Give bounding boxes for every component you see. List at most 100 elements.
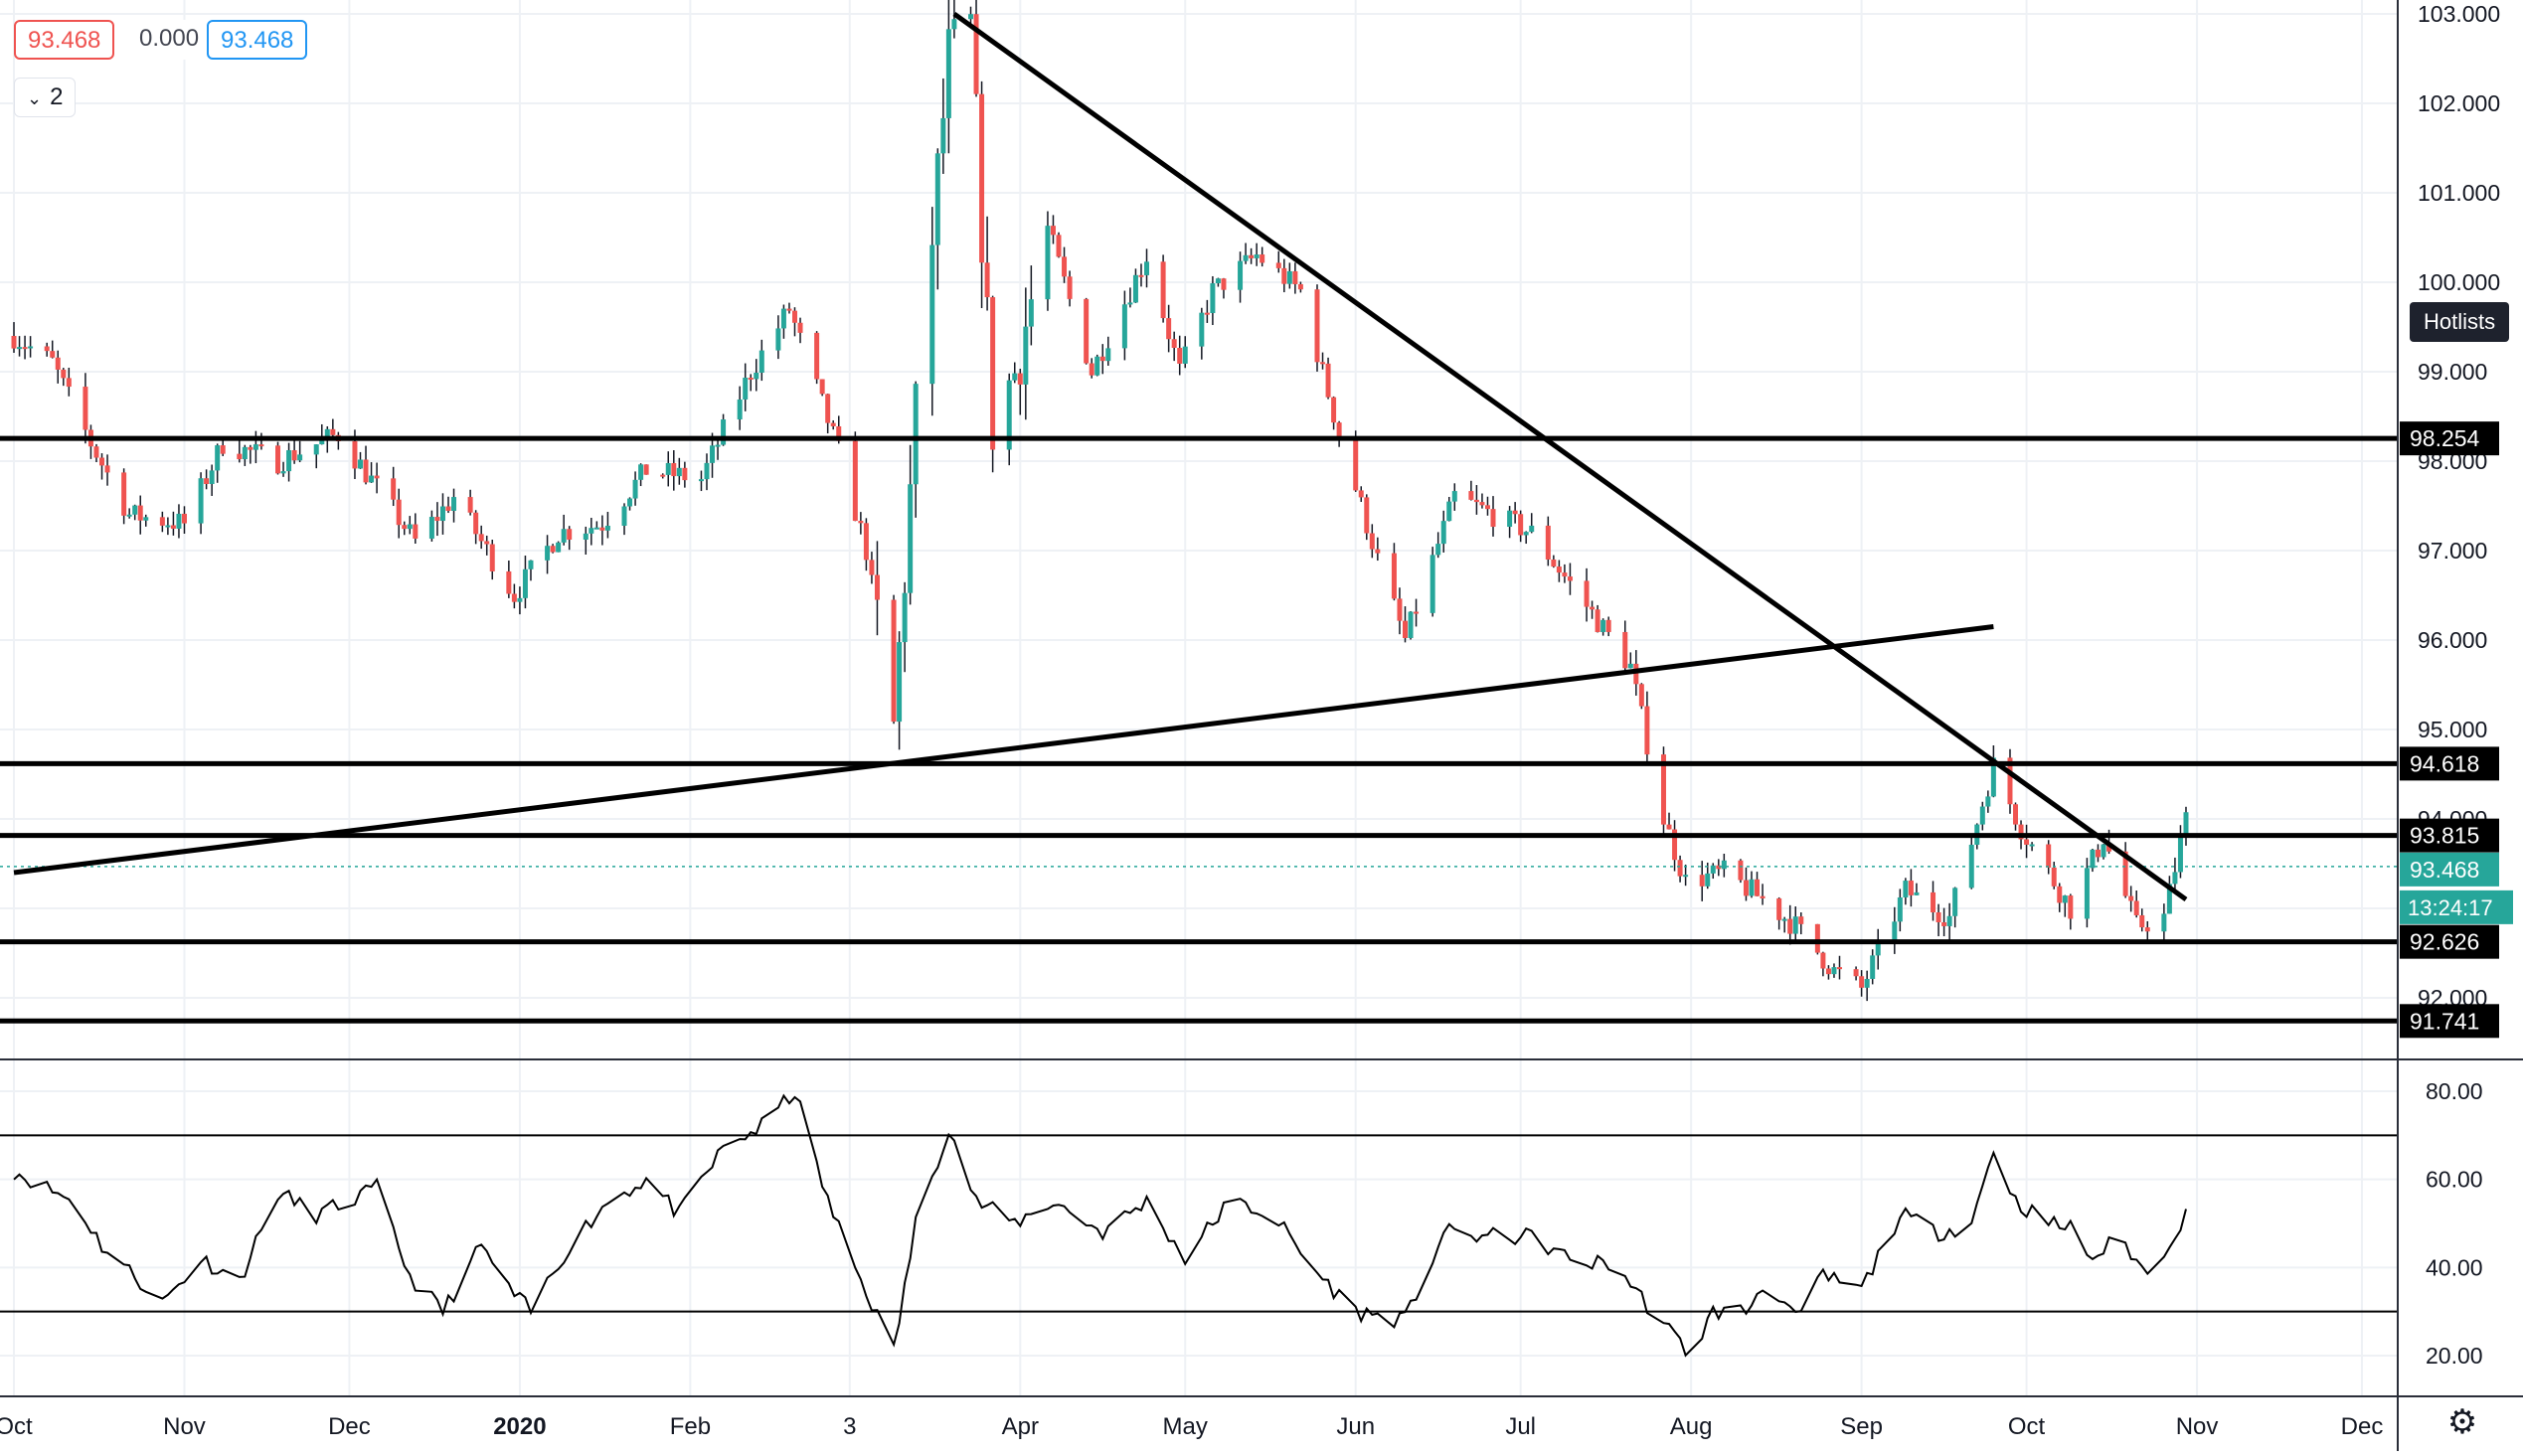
candle-body	[589, 528, 594, 534]
candle-body	[61, 369, 67, 379]
time-axis-label: 2020	[493, 1413, 546, 1440]
countdown-tag: 13:24:17	[2408, 895, 2493, 920]
price-axis-label: 99.000	[2418, 359, 2487, 385]
candle-body	[1870, 955, 1876, 979]
candle-body	[478, 534, 484, 542]
candle-body	[1479, 502, 1485, 506]
last-price-tag: 93.468	[2410, 857, 2479, 883]
candle-body	[814, 332, 820, 380]
candle-body	[825, 394, 831, 423]
candle-body	[1028, 299, 1034, 327]
candle-body	[165, 525, 171, 528]
candle-body	[1435, 544, 1441, 556]
candle-body	[797, 322, 803, 333]
candle-body	[1067, 276, 1073, 299]
indicators-collapse-button[interactable]: ⌄ 2	[14, 78, 77, 117]
candle-body	[407, 524, 413, 530]
trendline-ascending[interactable]	[13, 624, 1994, 876]
candle-body	[1738, 860, 1744, 881]
candle-body	[1314, 289, 1320, 363]
candle-body	[1045, 226, 1051, 300]
candle-body	[363, 459, 369, 483]
candle-body	[1523, 532, 1529, 536]
open-price-badge: 93.468	[14, 20, 115, 60]
rsi-axis-label: 20.00	[2426, 1343, 2483, 1369]
candle-body	[1056, 235, 1062, 257]
candle-body	[2122, 851, 2128, 896]
candle-body	[1908, 881, 1914, 895]
candle-body	[2095, 849, 2101, 858]
candle-body	[391, 478, 397, 500]
candle-body	[237, 453, 243, 460]
candle-body	[721, 419, 727, 445]
time-axis-label: Dec	[2341, 1413, 2384, 1440]
candle-body	[396, 499, 402, 526]
candle-body	[973, 14, 979, 94]
candle-body	[1391, 553, 1397, 599]
rsi-axis-label: 80.00	[2426, 1078, 2483, 1104]
candle-body	[357, 459, 363, 469]
candle-body	[1336, 422, 1342, 438]
candle-body	[413, 524, 419, 539]
candle-body	[1798, 916, 1804, 924]
candle-body	[913, 384, 919, 485]
candle-body	[1990, 757, 1996, 797]
level-price-tag-bg	[2400, 421, 2499, 456]
candle-body	[1985, 796, 1991, 807]
candle-body	[737, 399, 743, 420]
candle-body	[1238, 260, 1244, 290]
candle-body	[1473, 499, 1479, 503]
candle-body	[1451, 491, 1457, 502]
candle-body	[1836, 967, 1842, 970]
candle-body	[44, 346, 50, 352]
candle-body	[698, 479, 704, 482]
candle-body	[1551, 559, 1557, 567]
candle-body	[291, 450, 297, 461]
candle-body	[132, 505, 138, 515]
candle-body	[1358, 490, 1364, 498]
candle-body	[1006, 380, 1012, 450]
candle-body	[1440, 521, 1446, 545]
candle-body	[1864, 978, 1870, 988]
candle-body	[434, 517, 440, 522]
candle-body	[1518, 514, 1524, 536]
candle-body	[869, 560, 875, 575]
candle-body	[2177, 837, 2183, 873]
candle-body	[743, 378, 749, 400]
candle-body	[1138, 274, 1144, 277]
candle-body	[275, 445, 281, 474]
candle-body	[198, 478, 204, 524]
trendlines[interactable]	[13, 11, 2188, 902]
time-axis[interactable]: Oct Nov Dec 2020 Feb 3 Apr May Jun Jul Aug Sep Oct No…	[0, 1413, 2383, 1440]
price-axis-label: 101.000	[2418, 180, 2500, 206]
gear-icon[interactable]: ⚙	[2446, 1403, 2478, 1441]
candle-body	[1677, 860, 1683, 877]
candle-body	[511, 593, 517, 602]
candle-body	[1545, 525, 1551, 560]
candle-body	[1127, 302, 1133, 305]
price-axis-label: 97.000	[2418, 538, 2487, 564]
candle-body	[439, 506, 445, 522]
candle-body	[2013, 804, 2019, 825]
candle-body	[1595, 609, 1600, 632]
hotlists-button[interactable]: Hotlists	[2410, 302, 2510, 342]
candle-body	[330, 428, 336, 435]
candle-body	[506, 570, 512, 594]
candle-body	[1605, 619, 1611, 632]
candle-body	[467, 497, 473, 513]
candle-body	[121, 472, 127, 516]
candle-body	[1468, 491, 1474, 500]
candle-body	[50, 351, 56, 358]
candle-body	[1897, 896, 1903, 922]
time-axis-label: 3	[843, 1413, 856, 1440]
candle-body	[484, 541, 490, 545]
candle-body	[1666, 824, 1672, 830]
candle-body	[2024, 839, 2030, 845]
candle-body	[830, 422, 836, 426]
candle-body	[517, 597, 523, 602]
candle-body	[929, 244, 935, 385]
trendline-descending[interactable]	[952, 11, 2188, 902]
